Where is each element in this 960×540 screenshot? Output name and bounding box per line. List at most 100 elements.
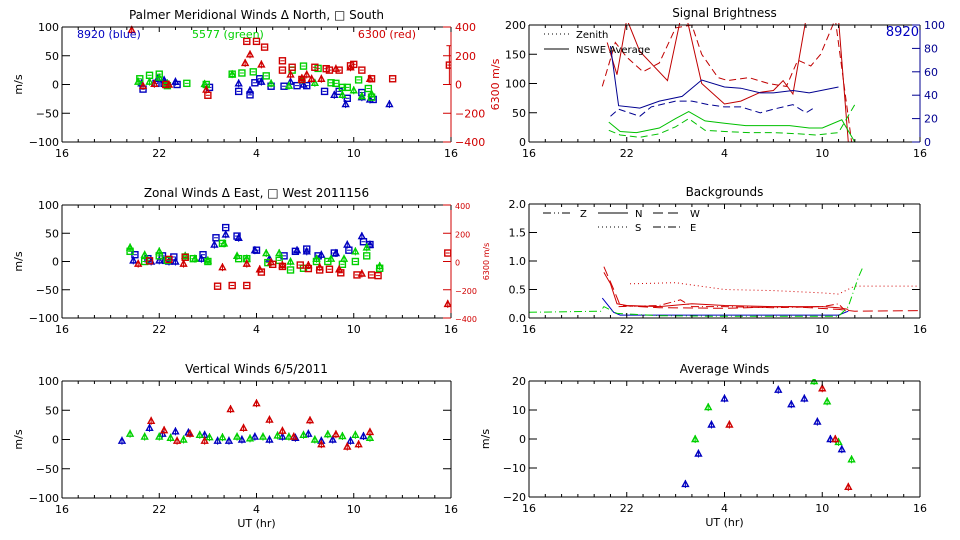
plot-data: [529, 266, 920, 317]
y2-tick-label: 80: [924, 42, 938, 55]
y-tick-label: −50: [36, 107, 59, 120]
data-point: [353, 271, 361, 279]
y2-tick-label: 400: [455, 21, 476, 34]
data-point: [327, 79, 335, 87]
annotation-label: 6300 (red): [358, 28, 416, 41]
legend-label: E: [690, 223, 696, 234]
y-tick-label: 100: [38, 21, 59, 34]
y-axis-label: m/s: [12, 429, 25, 449]
data-point: [126, 247, 134, 256]
data-point: [252, 37, 261, 46]
data-point: [388, 75, 397, 83]
data-point: [181, 253, 189, 261]
y2-tick-label: 200: [455, 230, 470, 239]
data-point: [145, 71, 154, 80]
data-point: [335, 66, 343, 74]
y2-tick-label: 40: [924, 89, 938, 102]
data-point: [303, 245, 311, 253]
x-tick-label: 10: [347, 323, 361, 336]
data-point: [163, 256, 172, 265]
data-point: [364, 84, 373, 93]
data-point: [228, 70, 236, 78]
x-tick-label: 16: [913, 502, 927, 515]
y2-tick-label: 60: [924, 66, 938, 79]
y2-tick-label: −400: [455, 315, 477, 324]
data-point: [304, 264, 313, 273]
chart-title: Backgrounds: [686, 185, 764, 199]
x-tick-label: 4: [721, 502, 728, 515]
x-tick-label: 10: [815, 323, 829, 336]
chart-vertical: Vertical Winds 6/5/2011 16 22 4 10 16 UT (hr) −…: [12, 362, 458, 530]
y2-tick-label: 0: [924, 136, 931, 149]
data-point: [228, 281, 236, 290]
x-axis-label: UT (hr): [705, 516, 743, 529]
x-tick-label: 16: [522, 323, 536, 336]
y2-tick-label: −400: [455, 136, 485, 149]
x-tick-label: 22: [620, 502, 634, 515]
x-tick-label: 16: [913, 323, 927, 336]
series-line: [629, 282, 920, 295]
data-point: [233, 232, 241, 240]
y-tick-label: 0: [52, 256, 59, 269]
data-point: [363, 252, 371, 260]
data-point: [303, 81, 311, 90]
y2-tick-label: 0: [455, 259, 460, 268]
series-line: [603, 272, 849, 310]
y2-tick-label: −200: [455, 107, 485, 120]
x-tick-label: 4: [721, 147, 728, 160]
x-tick-label: 16: [55, 503, 69, 516]
data-point: [238, 69, 246, 77]
data-point: [234, 254, 243, 263]
x-tick-label: 16: [913, 147, 927, 160]
chart-title: Zonal Winds Δ East, □ West 2011156: [144, 186, 369, 200]
y2-axis-label: 6300 m/s: [489, 58, 502, 110]
plot-data: [127, 25, 451, 109]
data-point: [155, 70, 163, 78]
data-point: [374, 271, 382, 280]
y2-tick-label: 0: [455, 79, 462, 92]
data-point: [324, 257, 332, 266]
data-point: [286, 266, 295, 274]
x-tick-label: 16: [55, 323, 69, 336]
data-point: [222, 223, 230, 232]
y-tick-label: 50: [45, 50, 59, 63]
y2-tick-label: −200: [455, 287, 477, 296]
series-line: [618, 299, 848, 313]
series-line: [610, 46, 839, 109]
data-point: [173, 80, 181, 89]
series-line: [606, 23, 849, 143]
x-axis-label: UT (hr): [237, 517, 275, 530]
data-point: [278, 262, 287, 271]
data-point: [213, 282, 222, 290]
data-point: [298, 75, 306, 84]
data-point: [262, 72, 270, 80]
data-point: [249, 68, 257, 76]
y-tick-label: −10: [503, 462, 526, 475]
y2-tick-label: 200: [455, 50, 476, 63]
y-tick-label: 0.0: [509, 312, 527, 325]
data-point: [278, 66, 287, 74]
data-point: [330, 249, 338, 257]
data-point: [358, 66, 366, 74]
data-point: [453, 308, 459, 314]
data-point: [350, 60, 358, 69]
data-point: [343, 94, 351, 103]
x-tick-label: 10: [815, 147, 829, 160]
chart-title: Palmer Meridional Winds Δ North, □ South: [129, 8, 384, 22]
data-point: [325, 265, 334, 273]
y-tick-label: 100: [505, 78, 526, 91]
y-tick-label: 50: [512, 107, 526, 120]
annotation-label: 8920: [886, 25, 919, 40]
x-tick-label: 22: [152, 503, 166, 516]
y2-tick-label: 400: [455, 202, 470, 211]
annotation-label: 5577 (green): [192, 28, 264, 41]
chart-title: Average Winds: [680, 362, 770, 376]
x-tick-label: 22: [620, 147, 634, 160]
legend-label: NSWE Average: [576, 45, 650, 56]
y-tick-label: −50: [36, 284, 59, 297]
data-point: [296, 261, 304, 269]
plot-data: [681, 379, 856, 491]
x-tick-label: 10: [347, 147, 361, 160]
